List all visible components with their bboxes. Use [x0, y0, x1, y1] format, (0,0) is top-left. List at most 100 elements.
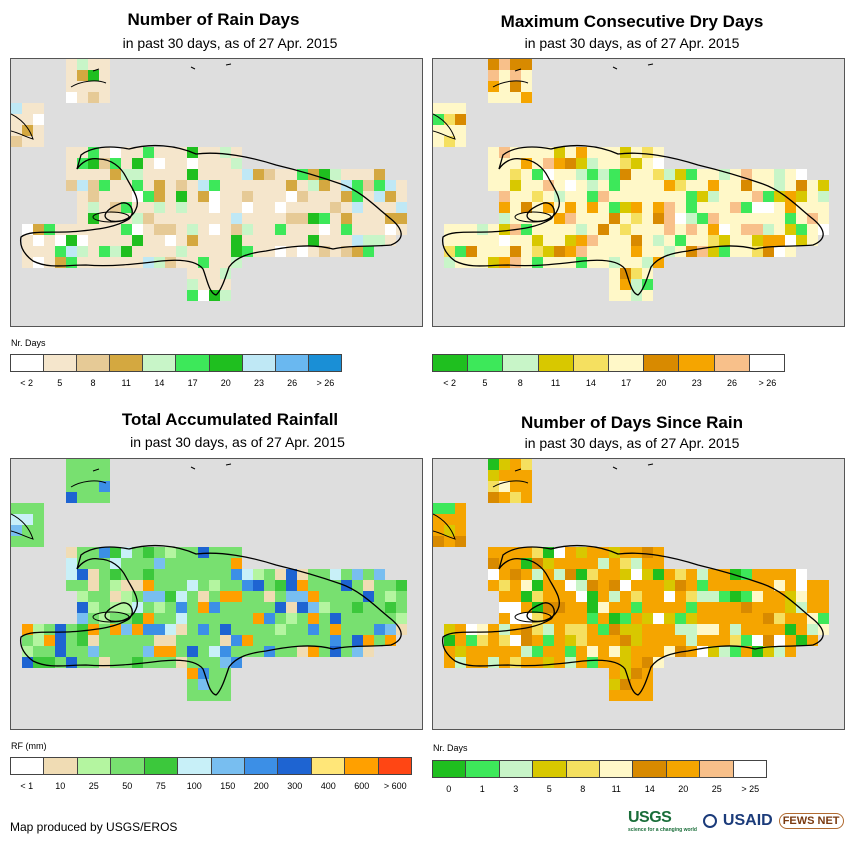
- grid-cell: [330, 169, 341, 180]
- grid-cell: [198, 635, 209, 646]
- grid-cell: [620, 657, 631, 668]
- grid-cell: [176, 547, 187, 558]
- grid-cell: [231, 158, 242, 169]
- grid-cell: [576, 202, 587, 213]
- grid-cell: [22, 103, 33, 114]
- grid-cell: [642, 202, 653, 213]
- grid-cell: [521, 246, 532, 257]
- grid-cell: [466, 646, 477, 657]
- grid-cell: [774, 191, 785, 202]
- grid-cell: [187, 668, 198, 679]
- grid-cell: [697, 580, 708, 591]
- grid-cell: [220, 547, 231, 558]
- grid-cell: [796, 591, 807, 602]
- grid-cell: [319, 613, 330, 624]
- grid-cell: [99, 569, 110, 580]
- grid-cell: [363, 224, 374, 235]
- grid-cell: [598, 558, 609, 569]
- grid-cell: [319, 191, 330, 202]
- grid-cell: [297, 180, 308, 191]
- grid-cell: [488, 558, 499, 569]
- coastline-outline: [433, 63, 824, 296]
- grid-cell: [319, 169, 330, 180]
- grid-cell: [88, 81, 99, 92]
- legend-label: 8: [580, 784, 586, 794]
- grid-cell: [396, 580, 407, 591]
- grid-cell: [455, 235, 466, 246]
- grid-cell: [510, 635, 521, 646]
- grid-cell: [620, 224, 631, 235]
- grid-cell: [609, 279, 620, 290]
- grid-cell: [609, 569, 620, 580]
- grid-cell: [763, 646, 774, 657]
- grid-cell: [499, 59, 510, 70]
- grid-cell: [297, 235, 308, 246]
- grid-cell: [532, 246, 543, 257]
- grid-cell: [741, 180, 752, 191]
- grid-cell: [455, 246, 466, 257]
- grid-cell: [77, 646, 88, 657]
- grid-cell: [444, 103, 455, 114]
- legend-label: 8: [517, 378, 523, 388]
- grid-cell: [154, 191, 165, 202]
- grid-cell: [477, 624, 488, 635]
- grid-cell: [521, 481, 532, 492]
- grid-cell: [565, 180, 576, 191]
- grid-cell: [77, 459, 88, 470]
- grid-cell: [554, 569, 565, 580]
- grid-cell: [77, 202, 88, 213]
- grid-cell: [22, 525, 33, 536]
- grid-cell: [642, 191, 653, 202]
- grid-cell: [510, 602, 521, 613]
- grid-cell: [99, 470, 110, 481]
- grid-cell: [642, 290, 653, 301]
- grid-cell: [532, 613, 543, 624]
- grid-cell: [99, 558, 110, 569]
- grid-cell: [697, 180, 708, 191]
- grid-cell: [620, 235, 631, 246]
- grid-cell: [198, 668, 209, 679]
- grid-cell: [708, 602, 719, 613]
- grid-cell: [99, 213, 110, 224]
- grid-cell: [66, 624, 77, 635]
- grid-cell: [664, 180, 675, 191]
- grid-cell: [510, 246, 521, 257]
- grid-cell: [543, 580, 554, 591]
- grid-cell: [363, 613, 374, 624]
- grid-cell: [99, 224, 110, 235]
- grid-cell: [132, 180, 143, 191]
- grid-cell: [642, 690, 653, 701]
- grid-cell: [209, 635, 220, 646]
- grid-cell: [818, 591, 829, 602]
- grid-cell: [77, 591, 88, 602]
- grid-cell: [363, 213, 374, 224]
- grid-cell: [609, 580, 620, 591]
- grid-cell: [231, 191, 242, 202]
- panel-1-legend-labels: < 2 5 8 11 14 17 20 23 26 > 26: [10, 378, 342, 390]
- grid-cell: [66, 657, 77, 668]
- grid-cell: [66, 257, 77, 268]
- grid-cell: [187, 624, 198, 635]
- grid-cell: [631, 580, 642, 591]
- grid-cell: [385, 224, 396, 235]
- grid-cell: [785, 224, 796, 235]
- grid-cell: [620, 624, 631, 635]
- legend-swatch: [714, 355, 750, 371]
- grid-cell: [143, 646, 154, 657]
- panel-3-legend-unit: RF (mm): [11, 741, 47, 751]
- grid-cell: [543, 602, 554, 613]
- grid-cell: [176, 147, 187, 158]
- grid-cell: [587, 191, 598, 202]
- legend-label: 10: [55, 781, 66, 791]
- legend-label: 1: [479, 784, 485, 794]
- grid-cell: [444, 525, 455, 536]
- grid-cell: [165, 547, 176, 558]
- grid-cell: [319, 180, 330, 191]
- grid-cell: [818, 613, 829, 624]
- grid-cell: [132, 613, 143, 624]
- grid-cell: [55, 624, 66, 635]
- grid-cell: [686, 569, 697, 580]
- grid-cell: [444, 635, 455, 646]
- grid-cell: [33, 635, 44, 646]
- panel-1-subtitle: in past 30 days, as of 27 Apr. 2015: [122, 35, 338, 51]
